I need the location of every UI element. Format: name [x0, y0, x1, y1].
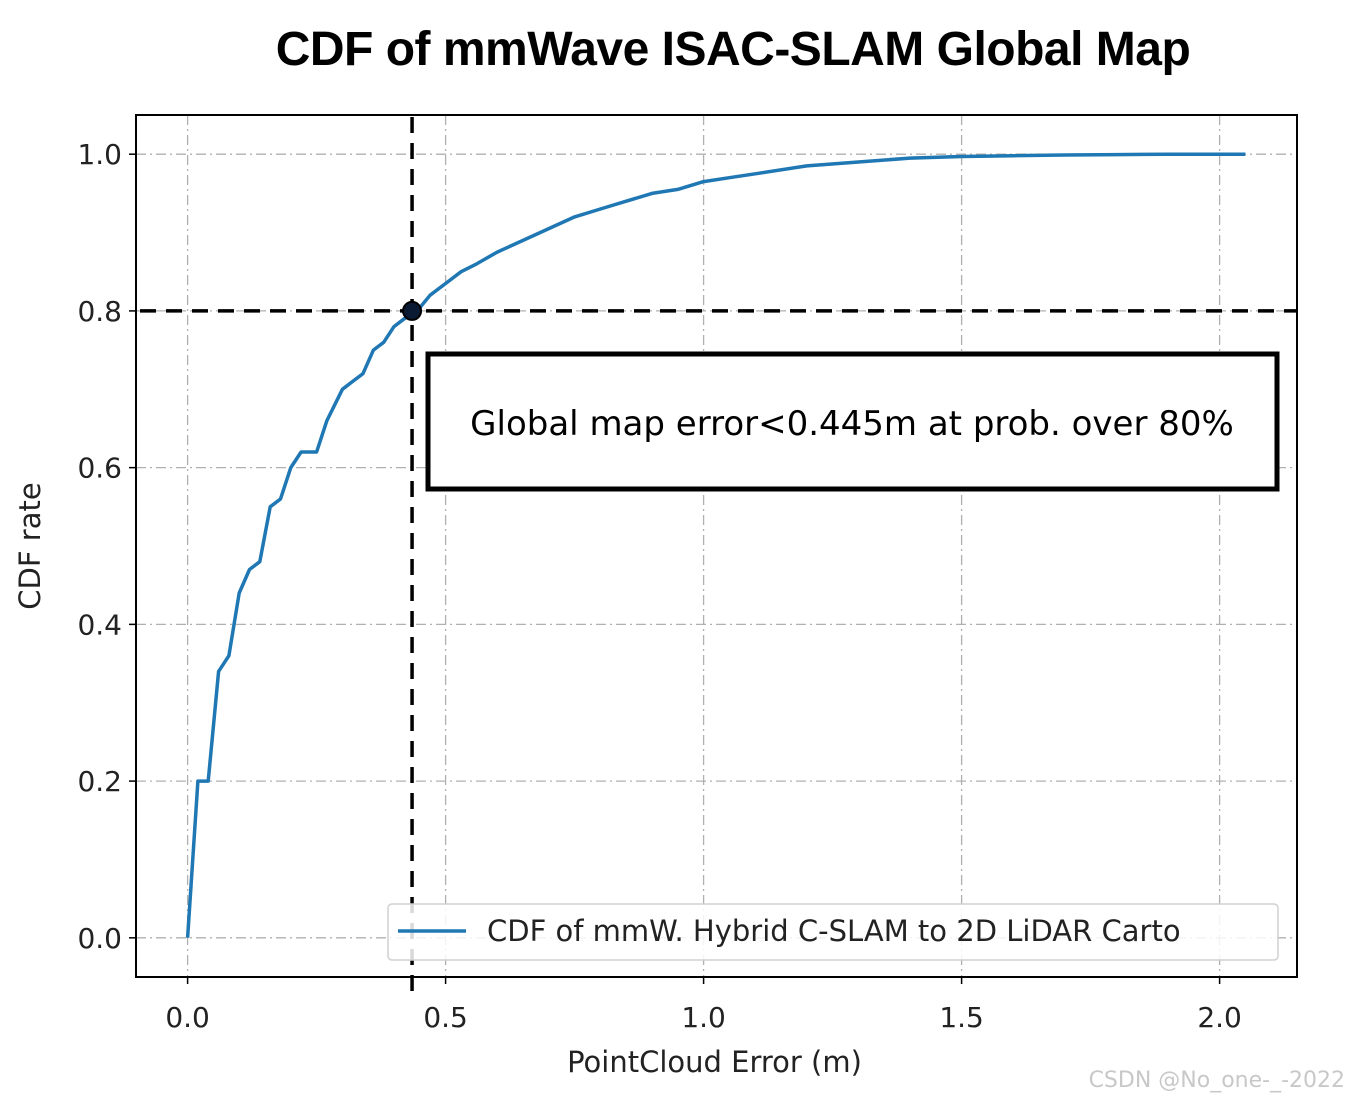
- plot-frame: [135, 114, 1298, 978]
- chart-title: CDF of mmWave ISAC-SLAM Global Map: [275, 23, 1191, 76]
- legend-label: CDF of mmW. Hybrid C-SLAM to 2D LiDAR Ca…: [487, 914, 1181, 948]
- y-tick-label: 0.4: [77, 608, 122, 641]
- threshold-marker: [402, 300, 423, 321]
- x-tick-label: 1.0: [681, 1001, 726, 1034]
- legend-box: [387, 903, 1279, 961]
- y-tick-label: 0.2: [77, 765, 122, 798]
- x-tick-label: 2.0: [1197, 1001, 1242, 1034]
- watermark: CSDN @No_one-_-2022: [1088, 1068, 1345, 1093]
- x-tick-label: 0.0: [165, 1001, 210, 1034]
- series-line: [185, 152, 1246, 938]
- y-axis-label: CDF rate: [13, 482, 47, 609]
- x-axis-label: PointCloud Error (m): [567, 1045, 862, 1079]
- x-tick-label: 0.5: [423, 1001, 468, 1034]
- annotation-text: Global map error<0.445m at prob. over 80…: [470, 404, 1234, 444]
- y-tick-label: 0.8: [77, 295, 122, 328]
- x-tick-label: 1.5: [939, 1001, 984, 1034]
- annotation-box: [425, 351, 1280, 492]
- y-tick-label: 0.0: [77, 922, 122, 955]
- y-tick-label: 0.6: [77, 452, 122, 485]
- y-tick-label: 1.0: [77, 138, 122, 171]
